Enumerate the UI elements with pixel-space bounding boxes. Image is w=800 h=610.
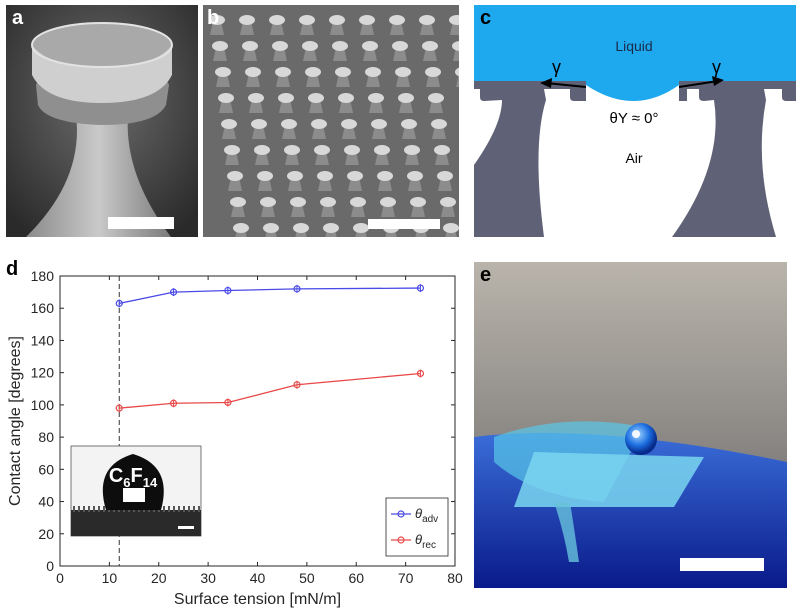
panel-c-schematic: γ γ Liquid θY ≈ 0° Air c <box>474 5 796 237</box>
scale-bar-b <box>368 219 440 229</box>
data-point <box>293 285 301 293</box>
gamma-left-label: γ <box>552 57 561 77</box>
x-tick-label: 80 <box>447 570 463 586</box>
y-tick-label: 20 <box>38 526 54 542</box>
y-tick-label: 160 <box>31 300 55 316</box>
y-tick-label: 140 <box>31 332 55 348</box>
x-tick-label: 20 <box>151 570 167 586</box>
pillar-left <box>474 81 586 237</box>
y-tick-label: 60 <box>38 461 54 477</box>
y-tick-label: 100 <box>31 397 55 413</box>
y-tick-label: 0 <box>46 558 54 574</box>
data-point <box>115 299 123 307</box>
data-point <box>416 369 425 378</box>
data-point <box>169 399 178 407</box>
x-tick-label: 50 <box>299 570 315 586</box>
scale-bar-a <box>108 217 174 229</box>
inset-label: C6F14 <box>109 465 158 490</box>
panel-d-chart: 0 10 20 30 40 50 60 70 80 0 20 40 60 80 100 120 140 160 18… <box>0 258 466 610</box>
panel-label-a: a <box>12 7 24 29</box>
inset-droplet-image: C6F14 <box>70 445 202 537</box>
legend-label: θadv <box>415 506 438 525</box>
liquid-meniscus <box>586 85 679 101</box>
gamma-right-label: γ <box>712 57 721 77</box>
data-point <box>224 286 232 295</box>
liquid-label: Liquid <box>615 38 652 54</box>
y-tick-label: 180 <box>31 268 55 284</box>
panel-label-c: c <box>480 7 492 29</box>
x-tick-label: 30 <box>200 570 216 586</box>
y-tick-label: 80 <box>38 429 54 445</box>
panel-label-b: b <box>207 7 220 29</box>
y-tick-label: 40 <box>38 494 54 510</box>
panel-b-image: b <box>203 5 459 237</box>
sem-pillar-image <box>6 5 198 237</box>
sem-array-image <box>203 5 459 237</box>
scale-bar-e <box>680 558 764 571</box>
x-tick-label: 0 <box>56 570 64 586</box>
x-tick-label: 40 <box>250 570 266 586</box>
legend-label: θrec <box>415 532 436 551</box>
data-point <box>169 288 178 296</box>
panel-e-photo: e <box>474 262 787 588</box>
series-receding <box>115 369 425 413</box>
x-tick-label: 60 <box>348 570 364 586</box>
angle-label: θY ≈ 0° <box>610 110 659 127</box>
droplet-photo <box>474 262 787 588</box>
data-point <box>115 404 123 412</box>
schematic-svg: γ γ Liquid θY ≈ 0° Air <box>474 5 796 237</box>
x-tick-label: 70 <box>398 570 414 586</box>
air-label: Air <box>625 150 642 166</box>
panel-label-d: d <box>6 258 19 280</box>
contact-angle-chart: 0 10 20 30 40 50 60 70 80 0 20 40 60 80 100 120 140 160 18… <box>7 268 463 608</box>
x-tick-label: 10 <box>102 570 118 586</box>
data-point <box>224 398 232 407</box>
series-advancing <box>115 284 425 308</box>
y-axis-label: Contact angle [degrees] <box>7 336 24 506</box>
data-point <box>293 381 301 389</box>
y-tick-label: 120 <box>31 365 55 381</box>
panel-a-image: a <box>6 5 198 237</box>
panel-label-e: e <box>480 264 492 286</box>
legend: θadv θrec <box>385 497 449 557</box>
data-point <box>416 284 425 292</box>
x-axis-label: Surface tension [mN/m] <box>174 591 341 608</box>
liquid-region <box>474 5 796 85</box>
pillar-right <box>672 81 796 237</box>
